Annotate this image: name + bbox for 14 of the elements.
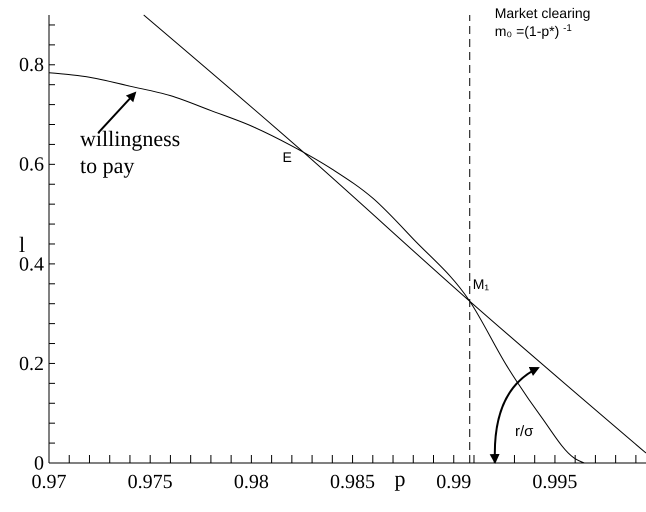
annotation: willingness to pay [80, 126, 180, 178]
annotation: E [282, 148, 292, 165]
x-tick-label: 0.975 [128, 471, 173, 493]
annotation: r/σ [515, 423, 534, 440]
x-tick-label: 0.98 [234, 471, 269, 493]
x-axis-title: p [394, 466, 406, 491]
y-tick-label: 0.8 [19, 54, 44, 76]
y-tick-label: 0.2 [19, 352, 44, 375]
x-tick-label: 0.985 [330, 471, 376, 493]
x-tick-label: 0.995 [532, 471, 578, 493]
x-tick-label: 0.99 [436, 471, 472, 493]
ref-line-label: Market clearing m₀ =(1-p*) $^{-1}$ [494, 5, 590, 39]
annotation: M₁ [472, 276, 490, 292]
y-tick-label: 0.6 [19, 154, 44, 176]
